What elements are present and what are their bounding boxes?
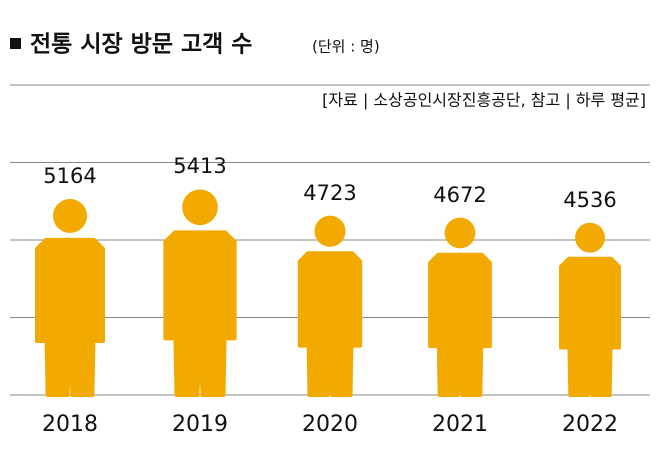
person-body <box>428 252 492 397</box>
x-tick-label: 2020 <box>302 412 358 437</box>
x-tick-label: 2018 <box>42 412 98 437</box>
person-body <box>559 256 621 397</box>
person-body <box>297 251 363 397</box>
source-note: [자료 | 소상공인시장진흥공단, 참고 | 하루 평균] <box>322 91 646 110</box>
x-tick-label: 2022 <box>562 412 618 437</box>
x-tick-label: 2019 <box>172 412 228 437</box>
person-head <box>52 198 88 233</box>
value-label: 5413 <box>173 154 226 178</box>
value-label: 4536 <box>563 188 616 212</box>
value-label: 4672 <box>433 183 486 207</box>
value-label: 4723 <box>303 181 356 205</box>
chart-title: 전통 시장 방문 고객 수 <box>30 32 252 58</box>
person-figure <box>297 215 363 397</box>
x-tick-label: 2021 <box>432 412 488 437</box>
chart-subtitle: (단위 : 명) <box>312 38 380 56</box>
person-body <box>35 237 105 397</box>
person-head <box>575 222 605 253</box>
person-head <box>444 217 476 249</box>
person-body <box>163 230 237 397</box>
person-head <box>182 189 218 226</box>
person-figure <box>35 198 105 397</box>
value-label: 5164 <box>43 164 96 188</box>
title-bullet <box>10 38 21 49</box>
person-head <box>314 215 346 247</box>
person-figure <box>428 217 492 397</box>
person-figure <box>163 189 237 397</box>
person-figure <box>559 222 621 397</box>
